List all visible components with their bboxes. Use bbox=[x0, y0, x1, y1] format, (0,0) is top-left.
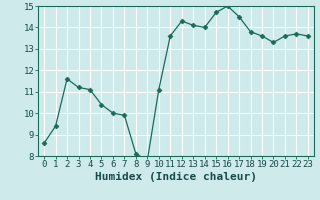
X-axis label: Humidex (Indice chaleur): Humidex (Indice chaleur) bbox=[95, 172, 257, 182]
